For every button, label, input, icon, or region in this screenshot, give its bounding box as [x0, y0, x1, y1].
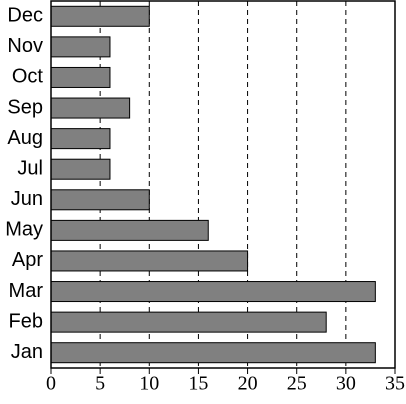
- x-tick-label: 0: [46, 373, 56, 395]
- y-tick-label: Sep: [7, 96, 43, 118]
- y-tick-label: Apr: [12, 249, 43, 271]
- x-tick-label: 5: [95, 373, 105, 395]
- y-tick-label: Oct: [12, 66, 44, 88]
- y-tick-label: Dec: [7, 5, 43, 27]
- bar: [50, 250, 249, 272]
- x-tick-label: 35: [385, 373, 405, 395]
- y-tick-label: Jun: [11, 188, 43, 210]
- x-tick-label: 10: [139, 373, 159, 395]
- bar: [50, 189, 150, 211]
- bar: [50, 158, 111, 180]
- bar: [50, 342, 376, 364]
- bar: [50, 128, 111, 150]
- bar: [50, 311, 327, 333]
- plot-frame: [50, 0, 396, 369]
- y-tick-label: Nov: [7, 35, 43, 57]
- x-tick-label: 15: [188, 373, 208, 395]
- bar: [50, 281, 376, 303]
- y-tick-label: Feb: [9, 310, 43, 332]
- bar: [50, 97, 131, 119]
- x-tick-label: 20: [238, 373, 258, 395]
- bar: [50, 219, 209, 241]
- y-tick-label: Jul: [17, 157, 43, 179]
- x-tick-label: 25: [287, 373, 307, 395]
- bar: [50, 66, 111, 88]
- y-tick-label: Jan: [11, 341, 43, 363]
- y-tick-label: Mar: [9, 280, 44, 302]
- y-tick-label: Aug: [7, 127, 43, 149]
- bar: [50, 36, 111, 58]
- bar: [50, 5, 150, 27]
- y-tick-label: May: [5, 219, 43, 241]
- x-tick-label: 30: [336, 373, 356, 395]
